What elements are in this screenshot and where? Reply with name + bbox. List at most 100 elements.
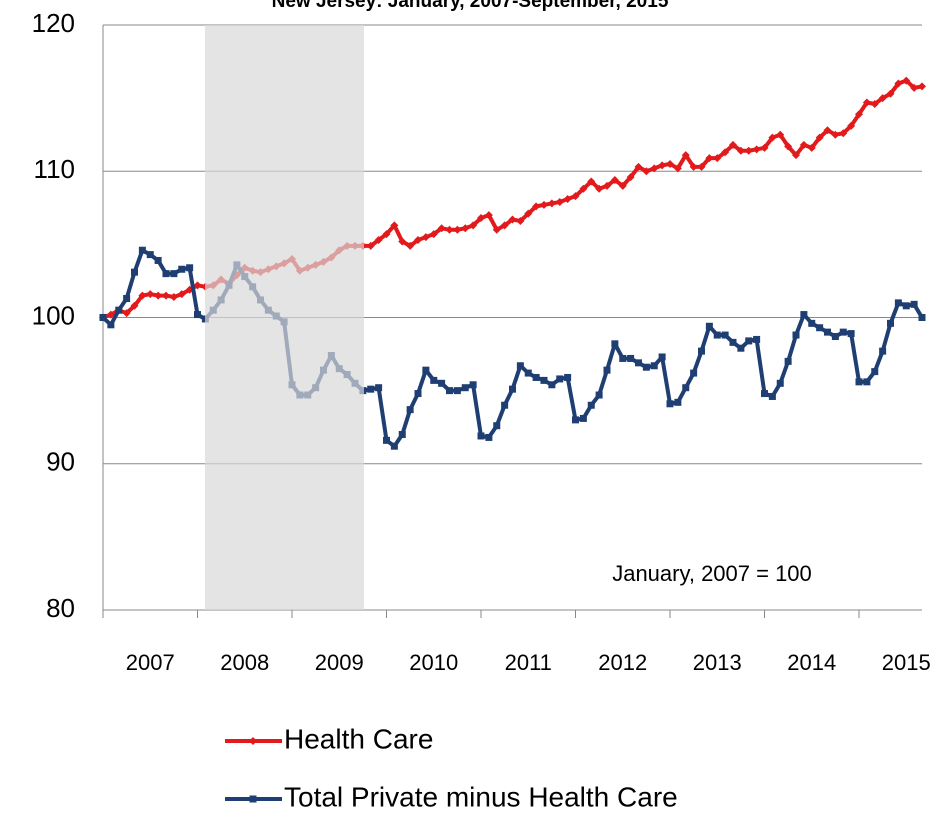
point [768, 133, 777, 142]
point [500, 221, 509, 230]
point [123, 294, 131, 302]
point [445, 225, 454, 234]
point [106, 310, 115, 319]
point [571, 192, 580, 201]
point [524, 369, 532, 377]
point [461, 384, 469, 392]
point [146, 251, 154, 259]
point [453, 387, 461, 395]
point [768, 392, 776, 400]
point [194, 311, 201, 319]
point [879, 347, 887, 355]
point [745, 337, 753, 345]
point [800, 311, 808, 319]
point [674, 398, 682, 406]
point [666, 400, 674, 408]
point [831, 130, 840, 139]
point [863, 378, 871, 386]
point [744, 146, 753, 155]
point [430, 376, 438, 384]
point [154, 256, 162, 264]
point [634, 162, 643, 171]
point [815, 133, 824, 142]
point [823, 126, 832, 135]
point [737, 344, 745, 352]
point [429, 230, 438, 239]
x-tick-label: 2008 [220, 650, 269, 675]
point [855, 378, 863, 386]
point [366, 241, 375, 250]
point [886, 89, 895, 98]
point [170, 270, 178, 278]
point [516, 362, 524, 370]
point [627, 354, 635, 362]
x-tick-label: 2013 [693, 650, 742, 675]
point [540, 376, 548, 384]
point [697, 162, 706, 171]
point [477, 432, 485, 440]
point [548, 381, 556, 389]
point [918, 314, 926, 321]
point [382, 230, 391, 239]
point [162, 270, 170, 278]
x-tick-label: 2011 [505, 650, 552, 675]
point [658, 353, 666, 361]
point [572, 416, 579, 424]
point [603, 366, 611, 374]
point [910, 300, 918, 308]
point [509, 385, 516, 393]
point [249, 795, 257, 803]
point [610, 176, 619, 185]
point [690, 369, 698, 377]
point [619, 354, 627, 362]
point [485, 433, 493, 441]
point [374, 235, 383, 244]
point [792, 151, 800, 160]
legend-label: Health Care [284, 723, 433, 754]
point [579, 184, 588, 193]
point [618, 181, 627, 190]
point [713, 154, 722, 163]
point [776, 130, 785, 139]
point [784, 142, 793, 151]
point [146, 290, 155, 299]
point [650, 164, 659, 173]
point [784, 357, 792, 365]
point [484, 211, 493, 220]
point [138, 291, 147, 300]
point [705, 154, 714, 163]
point [871, 368, 879, 376]
point [847, 330, 855, 338]
point [524, 209, 533, 218]
x-tick-label: 2009 [315, 650, 364, 675]
point [721, 148, 730, 157]
x-tick-label: 2012 [598, 650, 647, 675]
point [406, 406, 414, 414]
point [682, 384, 690, 392]
point [414, 390, 422, 398]
point [367, 385, 375, 393]
point [122, 309, 131, 318]
point [807, 143, 816, 152]
recession-shading [205, 25, 364, 610]
series [99, 76, 926, 322]
point [753, 335, 761, 343]
x-tick-label: 2010 [409, 650, 458, 675]
chart-title: New Jersey: January, 2007-September, 201… [272, 0, 669, 12]
point [587, 177, 596, 186]
point [855, 110, 863, 119]
point [186, 264, 194, 272]
point [563, 195, 572, 204]
point [398, 237, 407, 246]
point [446, 387, 453, 395]
point [635, 359, 642, 367]
point [130, 301, 139, 310]
point [595, 184, 604, 193]
point [390, 442, 398, 450]
point [178, 265, 186, 273]
point [564, 373, 572, 381]
point [493, 422, 501, 430]
point [162, 291, 170, 300]
point [887, 319, 894, 327]
